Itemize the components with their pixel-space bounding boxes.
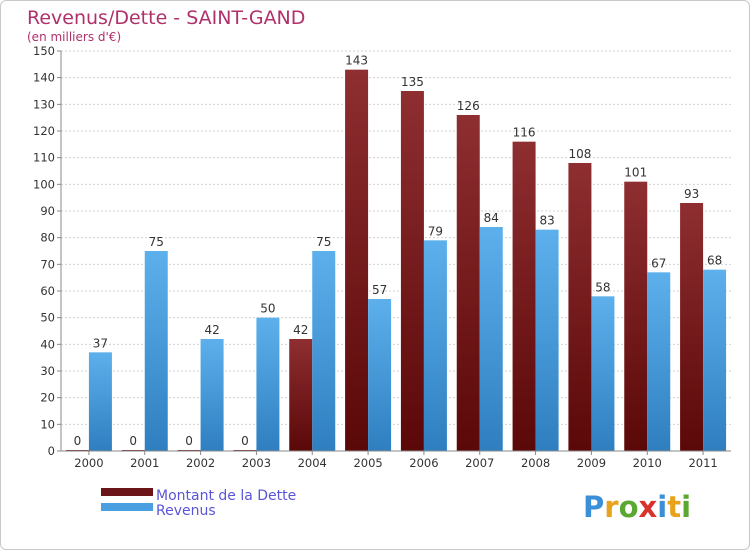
label-dette-2000: 0 [74,434,82,448]
x-tick-label: 2001 [130,456,159,470]
y-tick-label: 60 [40,284,55,298]
logo-letter-t: t [667,490,681,524]
bar-revenus-2007 [479,227,503,451]
logo-letter-i2: i [681,490,691,524]
x-tick-label: 2006 [409,456,438,470]
label-revenus-2009: 58 [595,280,610,294]
logo-letter-i: i [657,490,667,524]
x-tick-label: 2007 [465,456,494,470]
label-revenus-2011: 68 [707,254,722,268]
y-tick-label: 30 [40,364,55,378]
label-revenus-2008: 83 [539,214,554,228]
label-revenus-2005: 57 [372,283,387,297]
legend-label-debt: Montant de la Dette [156,488,296,504]
y-tick-label: 80 [40,231,55,245]
bar-dette-2004 [289,339,313,451]
label-revenus-2007: 84 [484,211,499,225]
legend-label-revenus: Revenus [156,503,216,519]
label-dette-2006: 135 [401,75,424,89]
x-axis-ticks: 2000 2001 2002 2003 2004 2005 2006 2007 2008 2009… [74,451,718,470]
y-tick-label: 90 [40,204,55,218]
x-tick-label: 2000 [74,456,103,470]
chart-title: Revenus/Dette - SAINT-GAND [27,7,305,29]
y-tick-label: 120 [33,124,55,138]
x-tick-label: 2008 [521,456,550,470]
label-dette-2009: 108 [568,147,591,161]
bar-revenus-2005 [368,299,392,451]
legend: Montant de la Dette Revenus [101,488,296,519]
label-dette-2003: 0 [241,434,249,448]
bar-revenus-2006 [423,240,447,451]
logo-letter-o: o [619,490,639,524]
label-revenus-2000: 37 [93,336,108,350]
chart-subtitle: (en milliers d'€) [27,30,121,44]
data-labels: 0 37 0 75 0 42 0 50 42 75 143 57 135 79 126 84 116 83 108 5… [74,54,723,448]
label-dette-2007: 126 [457,99,480,113]
bar-dette-2006 [400,91,424,451]
label-dette-2001: 0 [129,434,137,448]
x-tick-label: 2003 [242,456,271,470]
label-revenus-2010: 67 [651,256,666,270]
y-tick-label: 100 [33,177,55,191]
y-tick-label: 20 [40,391,55,405]
label-dette-2010: 101 [624,166,647,180]
y-tick-label: 50 [40,311,55,325]
x-tick-label: 2004 [298,456,327,470]
y-tick-label: 40 [40,337,55,351]
bar-revenus-2009 [591,296,615,451]
label-revenus-2003: 50 [260,302,275,316]
y-tick-label: 0 [48,444,55,458]
x-tick-label: 2009 [577,456,606,470]
label-dette-2005: 143 [345,54,368,68]
bar-dette-2011 [680,203,704,451]
bar-dette-2007 [456,115,480,451]
label-revenus-2001: 75 [149,235,164,249]
legend-swatch-debt [101,488,153,496]
bar-dette-2010 [624,181,648,451]
label-revenus-2002: 42 [204,323,219,337]
label-dette-2004: 42 [293,323,308,337]
logo-letter-r: r [604,490,619,524]
label-dette-2011: 93 [684,187,699,201]
bar-revenus-2003 [256,317,280,451]
x-tick-label: 2011 [688,456,717,470]
bar-revenus-2008 [535,229,559,451]
bars [65,69,727,452]
bar-revenus-2001 [144,251,168,451]
proxiti-logo: Proxiti [583,490,691,524]
x-tick-label: 2005 [353,456,382,470]
x-tick-label: 2010 [633,456,662,470]
y-tick-label: 70 [40,257,55,271]
y-tick-label: 140 [33,71,55,85]
bar-revenus-2000 [88,352,112,451]
bar-revenus-2002 [200,339,224,451]
bar-revenus-2010 [647,272,671,451]
y-axis-ticks: 0 10 20 30 40 50 60 70 80 90 100 110 120 130 140 150 [33,44,61,458]
y-tick-label: 10 [40,417,55,431]
y-tick-label: 150 [33,44,55,58]
logo-letter-x: x [639,490,658,524]
bar-dette-2008 [512,141,536,451]
legend-swatch-revenus [101,503,153,511]
label-dette-2008: 116 [513,126,536,140]
bar-dette-2005 [345,69,369,452]
bar-revenus-2011 [703,269,727,451]
label-revenus-2006: 79 [428,224,443,238]
y-tick-label: 130 [33,97,55,111]
bar-revenus-2004 [312,251,336,451]
x-tick-label: 2002 [186,456,215,470]
bar-dette-2009 [568,163,592,451]
label-revenus-2004: 75 [316,235,331,249]
logo-letter-p: P [583,490,604,524]
label-dette-2002: 0 [185,434,193,448]
y-tick-label: 110 [33,151,55,165]
